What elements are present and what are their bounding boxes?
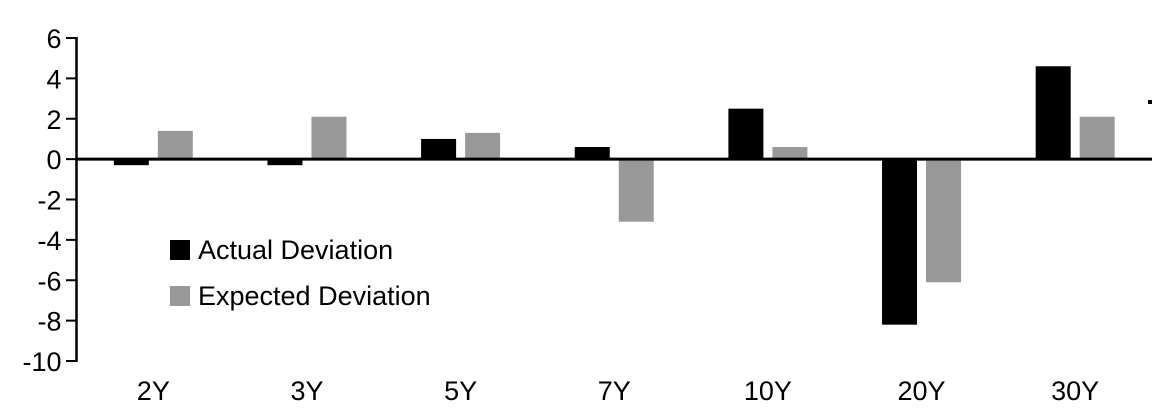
x-axis-label-20Y: 20Y — [898, 376, 946, 406]
y-axis-label--10: -10 — [22, 347, 61, 377]
x-axis-label-10Y: 10Y — [744, 376, 792, 406]
y-axis-label-4: 4 — [46, 64, 61, 94]
y-axis-label-6: 6 — [46, 24, 61, 54]
bar-actual-deviation-5Y — [421, 138, 457, 160]
x-axis-label-30Y: 30Y — [1051, 376, 1099, 406]
x-axis-label-2Y: 2Y — [137, 376, 170, 406]
bar-actual-deviation-30Y — [1035, 66, 1071, 160]
y-axis-label--6: -6 — [37, 266, 61, 296]
y-axis-label--2: -2 — [37, 186, 61, 216]
y-axis-label-2: 2 — [46, 105, 61, 135]
legend-label-expected-deviation: Expected Deviation — [198, 281, 431, 311]
y-axis-label--4: -4 — [37, 226, 61, 256]
bar-expected-deviation-5Y — [465, 132, 501, 160]
bar-actual-deviation-7Y — [574, 147, 610, 160]
bar-expected-deviation-2Y — [157, 130, 193, 160]
bar-expected-deviation-7Y — [618, 159, 654, 222]
legend-swatch-actual-deviation — [170, 240, 190, 260]
bar-expected-deviation-20Y — [926, 159, 962, 283]
bar-expected-deviation-30Y — [1079, 116, 1115, 160]
bar-expected-deviation-3Y — [311, 116, 347, 160]
legend-label-actual-deviation: Actual Deviation — [198, 235, 394, 265]
bar-expected-deviation-10Y — [772, 147, 808, 160]
legend-item-expected-deviation: Expected Deviation — [170, 281, 431, 311]
x-axis-label-5Y: 5Y — [444, 376, 477, 406]
bar-actual-deviation-20Y — [882, 159, 918, 325]
bar-actual-deviation-10Y — [728, 108, 764, 160]
edge-artifact — [1148, 100, 1152, 104]
x-axis-label-3Y: 3Y — [290, 376, 323, 406]
x-axis-label-7Y: 7Y — [598, 376, 631, 406]
y-axis-label-0: 0 — [46, 145, 61, 175]
bar-actual-deviation-3Y — [267, 159, 303, 166]
legend-swatch-expected-deviation — [170, 286, 190, 306]
y-axis-label--8: -8 — [37, 307, 61, 337]
legend-item-actual-deviation: Actual Deviation — [170, 235, 431, 265]
chart-legend: Actual Deviation Expected Deviation — [170, 235, 431, 331]
bar-actual-deviation-2Y — [113, 159, 149, 166]
